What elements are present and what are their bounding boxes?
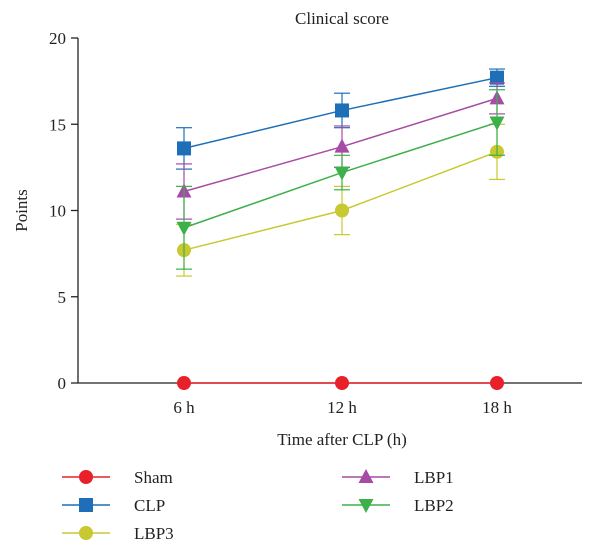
legend-marker: [79, 526, 93, 540]
plot-area: 0 5 10 15 20 6 h 12 h 18 h: [49, 29, 582, 417]
series-sham: [177, 376, 504, 390]
legend: Sham CLP LBP3 LBP1 LBP2: [62, 468, 454, 543]
x-tick-label: 6 h: [173, 398, 195, 417]
y-tick-label: 15: [49, 115, 66, 134]
legend-label: CLP: [134, 496, 165, 515]
legend-item-lbp3: LBP3: [62, 524, 174, 543]
data-point: [490, 376, 504, 390]
data-point: [335, 376, 349, 390]
series-lbp1: [176, 82, 505, 220]
data-point: [334, 138, 350, 153]
x-tick-label: 18 h: [482, 398, 512, 417]
legend-marker: [79, 470, 93, 484]
series-clp: [176, 68, 505, 170]
data-point: [176, 221, 192, 236]
data-point: [490, 70, 504, 85]
y-tick-label: 0: [58, 374, 67, 393]
legend-marker: [358, 469, 374, 483]
y-tick-label: 5: [58, 288, 67, 307]
x-axis-label: Time after CLP (h): [277, 430, 407, 449]
data-point: [489, 116, 505, 131]
legend-item-sham: Sham: [62, 468, 173, 487]
legend-marker: [79, 498, 93, 512]
data-point: [334, 166, 350, 181]
legend-label: LBP1: [414, 468, 454, 487]
legend-label: Sham: [134, 468, 173, 487]
data-point: [177, 141, 191, 156]
y-tick-label: 20: [49, 29, 66, 48]
y-tick-label: 10: [49, 202, 66, 221]
legend-item-lbp2: LBP2: [342, 496, 454, 515]
legend-label: LBP2: [414, 496, 454, 515]
data-point: [335, 103, 349, 118]
legend-marker: [358, 499, 374, 513]
legend-item-lbp1: LBP1: [342, 468, 454, 487]
y-axis-label: Points: [12, 189, 31, 232]
data-point: [335, 203, 349, 218]
x-tick-label: 12 h: [327, 398, 357, 417]
legend-label: LBP3: [134, 524, 174, 543]
series-lbp2: [176, 89, 505, 270]
data-point: [177, 376, 191, 390]
legend-item-clp: CLP: [62, 496, 165, 515]
chart-title: Clinical score: [295, 9, 389, 28]
